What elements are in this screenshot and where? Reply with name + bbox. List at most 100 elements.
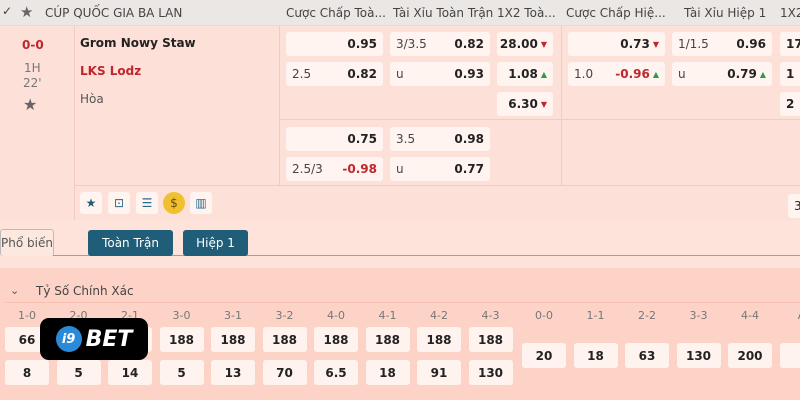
- odds-cell[interactable]: u 0.77: [390, 157, 490, 181]
- score-label: 4-3: [481, 309, 500, 322]
- score-odds-away[interactable]: 70: [262, 360, 307, 385]
- score-odds-home[interactable]: 188: [262, 327, 307, 352]
- section-title[interactable]: Tỷ Số Chính Xác: [36, 284, 134, 298]
- odds-value: 2: [786, 97, 795, 111]
- odds-line: 1.0: [574, 67, 594, 81]
- odds-line: 3.5: [396, 132, 416, 146]
- collapse-chevron-icon[interactable]: ✓: [2, 4, 13, 18]
- ticket-icon[interactable]: ☰: [136, 192, 158, 214]
- score-label: 4-0: [327, 309, 345, 322]
- arrow-up-icon: ▲: [540, 69, 547, 79]
- minute: 22': [23, 76, 42, 90]
- score-odds-home[interactable]: 188: [365, 327, 410, 352]
- tab-popular[interactable]: Phổ biến: [0, 229, 54, 256]
- odds-value: -0.96: [615, 67, 650, 81]
- odds-value: 0.82: [454, 37, 484, 51]
- score-odds-home[interactable]: 188: [314, 327, 358, 352]
- odds-cell[interactable]: 2.5/3 -0.98: [286, 157, 383, 181]
- score-odds-draw[interactable]: 130: [676, 343, 721, 368]
- arrow-up-icon: ▲: [759, 69, 766, 79]
- odds-value: -0.98: [342, 162, 377, 176]
- col-header: Tài Xỉu Toàn Trận: [393, 6, 494, 20]
- period: 1H: [24, 61, 41, 75]
- tab-first-half[interactable]: Hiệp 1: [183, 230, 248, 256]
- league-header: ✓ ★ CÚP QUỐC GIA BA LAN Cược Chấp Toà...…: [0, 0, 800, 26]
- score-odds-away[interactable]: 18: [365, 360, 410, 385]
- score-odds-draw[interactable]: 200: [728, 343, 772, 368]
- chevron-down-icon[interactable]: ⌄: [10, 284, 20, 297]
- match-row: [0, 26, 800, 220]
- favorite-star-icon[interactable]: ★: [23, 95, 38, 114]
- score-odds-draw[interactable]: [779, 343, 800, 368]
- odds-cell[interactable]: 1.0 -0.96 ▲: [568, 62, 665, 86]
- odds-cell[interactable]: 17: [780, 32, 800, 56]
- draw-label: Hòa: [80, 92, 104, 106]
- score-odds-away[interactable]: 14: [108, 360, 152, 385]
- col-header: 1X2 Toà...: [497, 6, 556, 20]
- field-icon[interactable]: ⊡: [108, 192, 130, 214]
- odds-value: 0.73: [620, 37, 650, 51]
- home-team: Grom Nowy Staw: [80, 36, 196, 50]
- score-label: 3-2: [275, 309, 294, 322]
- arrow-down-icon: ▼: [540, 39, 547, 49]
- score-odds-away[interactable]: 6.5: [314, 360, 358, 385]
- odds-value: 0.98: [454, 132, 484, 146]
- odds-cell[interactable]: 0.75: [286, 127, 383, 151]
- odds-value: 17: [786, 37, 800, 51]
- tab-full-match[interactable]: Toàn Trận: [88, 230, 173, 256]
- odds-cell[interactable]: 1.08 ▲: [497, 62, 553, 86]
- score-label: 1-1: [586, 309, 605, 322]
- odds-cell[interactable]: 3/3.5 0.82: [390, 32, 490, 56]
- score-odds-away[interactable]: 13: [211, 360, 255, 385]
- cashout-icon[interactable]: $: [163, 192, 185, 214]
- score-odds-away[interactable]: 8: [5, 360, 49, 385]
- odds-value: 0.82: [347, 67, 377, 81]
- score-odds-home[interactable]: 188: [468, 327, 513, 352]
- league-title: CÚP QUỐC GIA BA LAN: [45, 6, 183, 20]
- score-odds-home[interactable]: 188: [211, 327, 255, 352]
- odds-line: 2.5/3: [292, 162, 323, 176]
- odds-value: 28.00: [499, 37, 538, 51]
- col-header: Cược Chấp Toà...: [286, 6, 386, 20]
- odds-cell[interactable]: 2: [780, 92, 800, 116]
- odds-value: 1: [786, 67, 795, 81]
- more-markets-button[interactable]: 3: [788, 194, 800, 218]
- i9bet-logo: i9 BET: [40, 318, 148, 360]
- arrow-down-icon: ▼: [540, 99, 547, 109]
- score: 0-0: [22, 38, 44, 52]
- odds-cell[interactable]: 0.73 ▼: [568, 32, 665, 56]
- score-odds-home[interactable]: 188: [159, 327, 204, 352]
- odds-cell[interactable]: 1/1.5 0.96: [672, 32, 772, 56]
- stats-icon[interactable]: ▥: [190, 192, 212, 214]
- score-odds-draw[interactable]: 18: [573, 343, 618, 368]
- odds-line: u: [678, 67, 686, 81]
- odds-cell[interactable]: 0.95: [286, 32, 383, 56]
- odds-value: 0.95: [347, 37, 377, 51]
- odds-cell[interactable]: 6.30 ▼: [497, 92, 553, 116]
- score-label: 4-1: [378, 309, 397, 322]
- odds-cell[interactable]: u 0.93: [390, 62, 490, 86]
- odds-value: 0.96: [736, 37, 766, 51]
- score-label: 4-2: [430, 309, 448, 322]
- odds-cell[interactable]: u 0.79 ▲: [672, 62, 772, 86]
- arrow-down-icon: ▼: [652, 39, 659, 49]
- score-odds-away[interactable]: 130: [468, 360, 513, 385]
- score-odds-away[interactable]: 5: [159, 360, 204, 385]
- score-odds-home[interactable]: 188: [417, 327, 461, 352]
- arrow-up-icon: ▲: [652, 69, 659, 79]
- score-odds-away[interactable]: 5: [56, 360, 101, 385]
- odds-line: u: [396, 162, 404, 176]
- score-odds-away[interactable]: 91: [417, 360, 461, 385]
- odds-cell[interactable]: 3.5 0.98: [390, 127, 490, 151]
- odds-line: u: [396, 67, 404, 81]
- star-icon[interactable]: ★: [20, 3, 34, 21]
- odds-cell[interactable]: 28.00 ▼: [497, 32, 553, 56]
- score-odds-draw[interactable]: 20: [522, 343, 566, 368]
- odds-cell[interactable]: 2.5 0.82: [286, 62, 383, 86]
- odds-cell[interactable]: 1: [780, 62, 800, 86]
- favorite-icon[interactable]: ★: [80, 192, 102, 214]
- col-header: 1X2: [780, 6, 800, 20]
- score-odds-draw[interactable]: 63: [625, 343, 669, 368]
- score-label: 3-3: [689, 309, 708, 322]
- col-header: Tài Xỉu Hiệp 1: [684, 6, 767, 20]
